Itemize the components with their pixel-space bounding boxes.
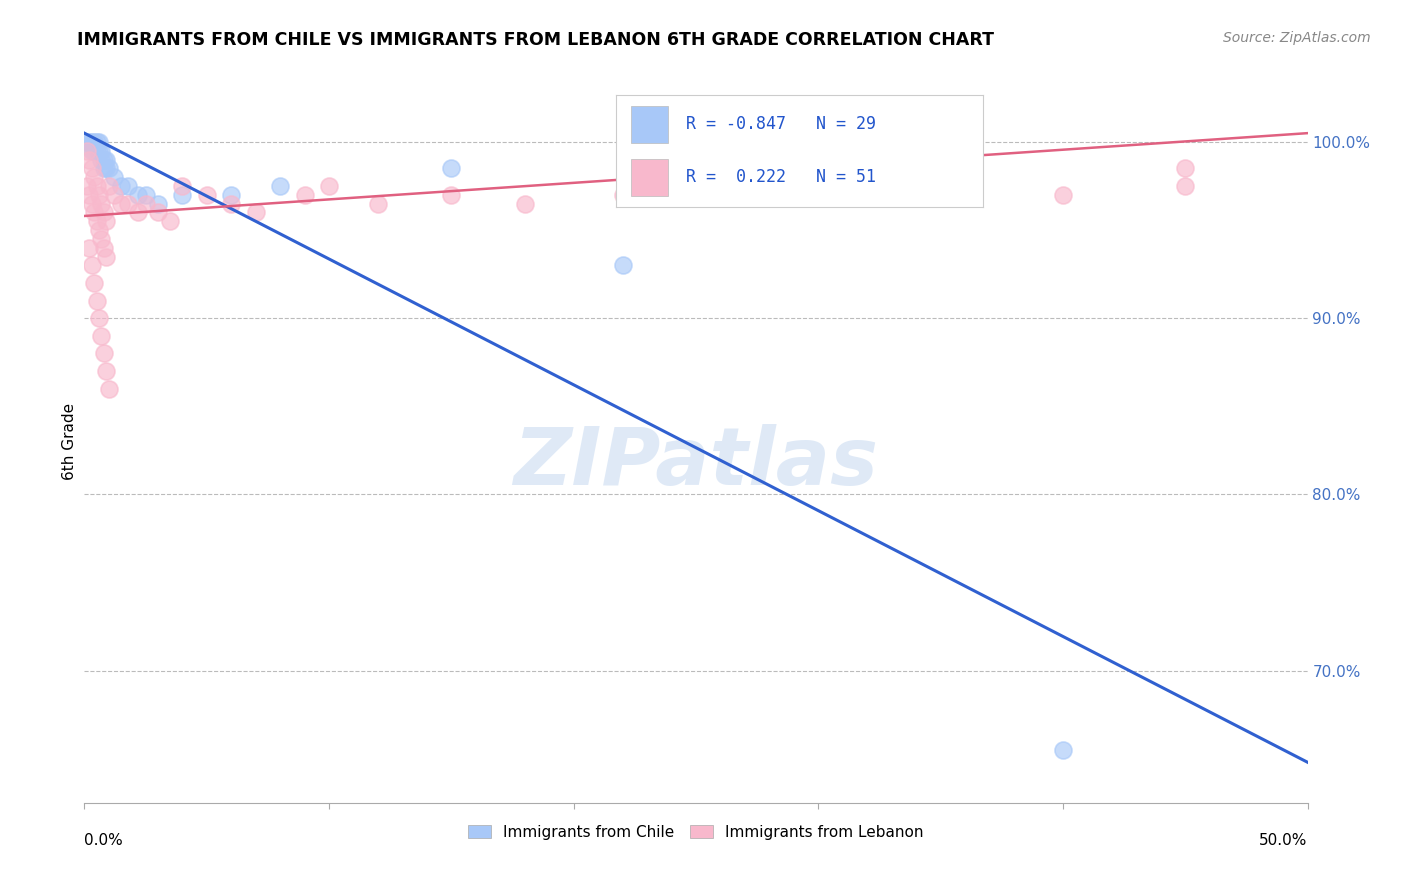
Point bbox=[80, 161, 103, 176]
Point bbox=[612, 187, 634, 202]
Point bbox=[219, 187, 242, 202]
Point bbox=[96, 214, 118, 228]
Point bbox=[90, 196, 112, 211]
Point bbox=[1052, 187, 1074, 202]
Point bbox=[97, 161, 120, 176]
Text: 0.0%: 0.0% bbox=[84, 833, 124, 848]
Point bbox=[97, 382, 120, 396]
Point bbox=[318, 179, 340, 194]
Text: 50.0%: 50.0% bbox=[1260, 833, 1308, 848]
Point bbox=[86, 179, 108, 194]
Point bbox=[83, 135, 105, 149]
Text: IMMIGRANTS FROM CHILE VS IMMIGRANTS FROM LEBANON 6TH GRADE CORRELATION CHART: IMMIGRANTS FROM CHILE VS IMMIGRANTS FROM… bbox=[77, 31, 994, 49]
Point bbox=[195, 187, 218, 202]
Point bbox=[76, 144, 98, 158]
Point bbox=[83, 170, 105, 185]
Point bbox=[96, 153, 118, 167]
Point bbox=[77, 135, 100, 149]
Point bbox=[245, 205, 267, 219]
Point bbox=[90, 144, 112, 158]
Point bbox=[612, 258, 634, 272]
Point bbox=[146, 196, 169, 211]
Point bbox=[86, 293, 108, 308]
Point bbox=[709, 179, 731, 194]
Point bbox=[103, 170, 125, 185]
Point bbox=[1174, 161, 1197, 176]
Point bbox=[219, 196, 242, 211]
Point bbox=[96, 364, 118, 378]
Point bbox=[87, 223, 110, 237]
Point bbox=[96, 250, 118, 264]
Point bbox=[87, 187, 110, 202]
Point bbox=[1052, 743, 1074, 757]
Point bbox=[172, 187, 194, 202]
Point bbox=[86, 135, 108, 149]
Point bbox=[96, 161, 118, 176]
Point bbox=[80, 196, 103, 211]
Point bbox=[87, 311, 110, 326]
Point bbox=[807, 187, 830, 202]
Point bbox=[135, 196, 157, 211]
Legend: Immigrants from Chile, Immigrants from Lebanon: Immigrants from Chile, Immigrants from L… bbox=[463, 819, 929, 846]
Point bbox=[93, 241, 115, 255]
Point bbox=[77, 153, 100, 167]
Point bbox=[135, 187, 157, 202]
Point bbox=[93, 161, 115, 176]
Point bbox=[93, 346, 115, 360]
Text: Source: ZipAtlas.com: Source: ZipAtlas.com bbox=[1223, 31, 1371, 45]
Point bbox=[367, 196, 389, 211]
Point bbox=[80, 144, 103, 158]
Point bbox=[77, 187, 100, 202]
Point bbox=[110, 196, 132, 211]
Point bbox=[172, 179, 194, 194]
Point bbox=[77, 241, 100, 255]
Point bbox=[93, 153, 115, 167]
Point bbox=[97, 179, 120, 194]
Point bbox=[93, 205, 115, 219]
Point bbox=[269, 179, 291, 194]
Point bbox=[80, 135, 103, 149]
Point bbox=[146, 205, 169, 219]
Point bbox=[90, 232, 112, 246]
Point bbox=[83, 144, 105, 158]
Point bbox=[110, 179, 132, 194]
Point bbox=[127, 205, 149, 219]
Point bbox=[87, 144, 110, 158]
Point bbox=[117, 196, 139, 211]
Point bbox=[117, 179, 139, 194]
Point bbox=[76, 135, 98, 149]
Point bbox=[127, 187, 149, 202]
Point bbox=[90, 328, 112, 343]
Point bbox=[294, 187, 316, 202]
Point bbox=[103, 187, 125, 202]
Y-axis label: 6th Grade: 6th Grade bbox=[62, 403, 77, 480]
Point bbox=[83, 276, 105, 290]
Point bbox=[86, 144, 108, 158]
Point bbox=[1174, 179, 1197, 194]
Point bbox=[86, 214, 108, 228]
Point bbox=[90, 153, 112, 167]
Point bbox=[76, 179, 98, 194]
Point bbox=[440, 161, 463, 176]
Text: ZIPatlas: ZIPatlas bbox=[513, 425, 879, 502]
Point bbox=[929, 179, 952, 194]
Point bbox=[80, 258, 103, 272]
Point bbox=[87, 135, 110, 149]
Point bbox=[513, 196, 536, 211]
Point bbox=[159, 214, 181, 228]
Point bbox=[83, 205, 105, 219]
Point bbox=[440, 187, 463, 202]
